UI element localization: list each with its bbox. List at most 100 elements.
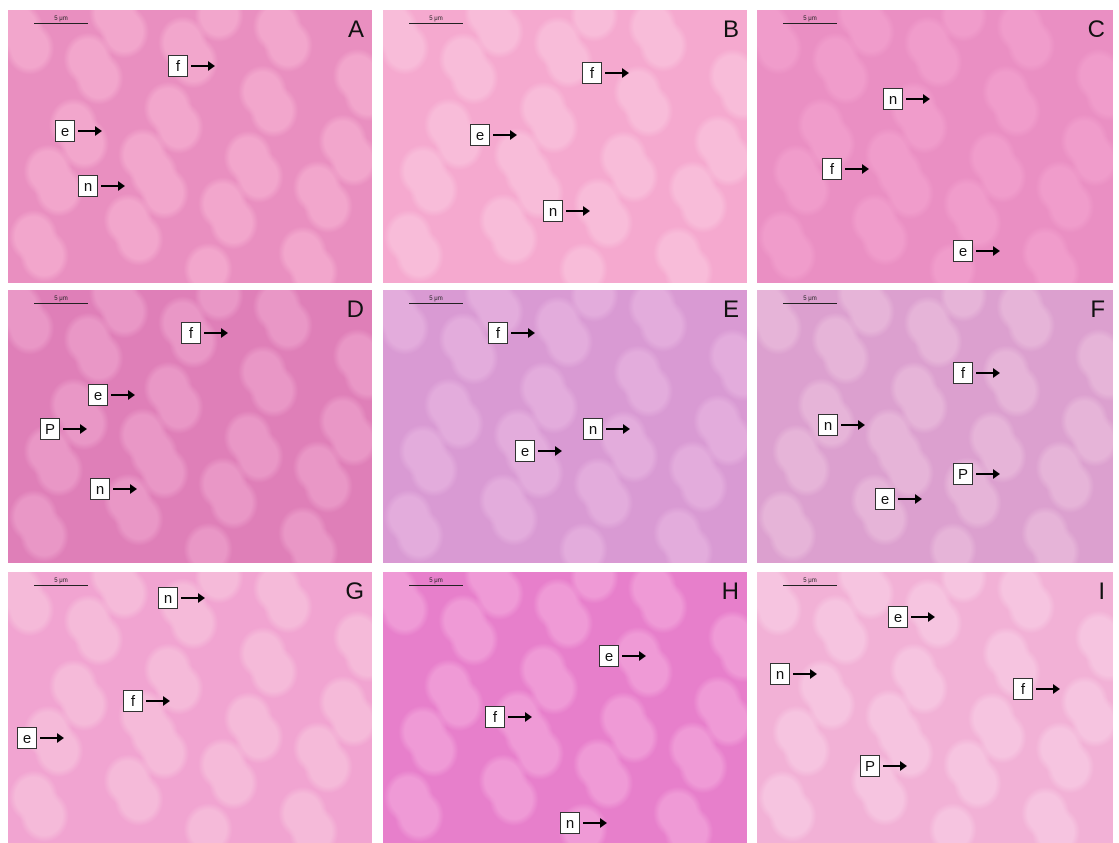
panel-letter: C <box>1088 16 1105 44</box>
marker: e <box>470 124 513 146</box>
marker-arrow <box>204 332 224 334</box>
marker: P <box>953 463 996 485</box>
marker-label: f <box>953 362 973 384</box>
marker-arrow <box>181 597 201 599</box>
marker: e <box>953 240 996 262</box>
marker: f <box>1013 678 1056 700</box>
panel-letter: I <box>1098 578 1105 606</box>
marker-arrow <box>191 65 211 67</box>
marker-label: f <box>1013 678 1033 700</box>
marker-label: n <box>883 88 903 110</box>
scale-bar: 5 μm <box>783 296 837 304</box>
marker-label: e <box>888 606 908 628</box>
marker: n <box>770 663 813 685</box>
marker-label: P <box>40 418 60 440</box>
marker-arrow <box>622 655 642 657</box>
panel-letter: H <box>722 578 739 606</box>
marker: e <box>515 440 558 462</box>
panel-letter: B <box>723 16 739 44</box>
marker: e <box>599 645 642 667</box>
scale-bar: 5 μm <box>783 16 837 24</box>
marker-arrow <box>845 168 865 170</box>
marker: f <box>822 158 865 180</box>
marker-label: e <box>470 124 490 146</box>
panel-letter: E <box>723 296 739 324</box>
marker-label: n <box>770 663 790 685</box>
marker-arrow <box>976 473 996 475</box>
marker-arrow <box>566 210 586 212</box>
marker-label: n <box>158 587 178 609</box>
marker: n <box>543 200 586 222</box>
marker-label: n <box>560 812 580 834</box>
scale-bar: 5 μm <box>409 578 463 586</box>
marker-arrow <box>113 488 133 490</box>
marker-label: e <box>515 440 535 462</box>
marker-label: f <box>168 55 188 77</box>
marker: n <box>883 88 926 110</box>
marker-label: n <box>78 175 98 197</box>
marker-label: e <box>875 488 895 510</box>
marker-arrow <box>40 737 60 739</box>
marker-label: f <box>582 62 602 84</box>
marker-arrow <box>976 250 996 252</box>
scale-bar: 5 μm <box>783 578 837 586</box>
panel-letter: F <box>1090 296 1105 324</box>
marker-label: n <box>543 200 563 222</box>
marker-arrow <box>898 498 918 500</box>
marker-label: e <box>599 645 619 667</box>
marker-arrow <box>911 616 931 618</box>
marker-label: P <box>860 755 880 777</box>
marker: P <box>860 755 903 777</box>
marker: n <box>90 478 133 500</box>
scale-bar: 5 μm <box>34 16 88 24</box>
panel-letter: D <box>347 296 364 324</box>
marker: f <box>168 55 211 77</box>
figure: 5 μmAfen5 μmBfen5 μmCnfe5 μmDfePn5 μmEfn… <box>0 0 1119 843</box>
marker-label: f <box>181 322 201 344</box>
marker: e <box>888 606 931 628</box>
marker: f <box>953 362 996 384</box>
marker-label: f <box>488 322 508 344</box>
marker: n <box>583 418 626 440</box>
marker-label: e <box>17 727 37 749</box>
marker-arrow <box>583 822 603 824</box>
marker-label: f <box>485 706 505 728</box>
marker-arrow <box>493 134 513 136</box>
marker: n <box>560 812 603 834</box>
marker: e <box>875 488 918 510</box>
marker: e <box>55 120 98 142</box>
marker-arrow <box>146 700 166 702</box>
marker-arrow <box>508 716 528 718</box>
scale-bar: 5 μm <box>34 578 88 586</box>
marker-label: f <box>123 690 143 712</box>
marker-arrow <box>976 372 996 374</box>
marker: n <box>158 587 201 609</box>
marker-label: n <box>583 418 603 440</box>
marker: e <box>17 727 60 749</box>
marker: f <box>485 706 528 728</box>
marker: f <box>582 62 625 84</box>
marker-arrow <box>606 428 626 430</box>
marker: n <box>78 175 121 197</box>
scale-bar: 5 μm <box>409 16 463 24</box>
marker-arrow <box>63 428 83 430</box>
marker-arrow <box>841 424 861 426</box>
marker-label: n <box>90 478 110 500</box>
marker-arrow <box>101 185 121 187</box>
marker: n <box>818 414 861 436</box>
marker-label: n <box>818 414 838 436</box>
marker-label: P <box>953 463 973 485</box>
marker-arrow <box>883 765 903 767</box>
marker: e <box>88 384 131 406</box>
panel-letter: G <box>345 578 364 606</box>
marker-arrow <box>538 450 558 452</box>
marker-arrow <box>605 72 625 74</box>
